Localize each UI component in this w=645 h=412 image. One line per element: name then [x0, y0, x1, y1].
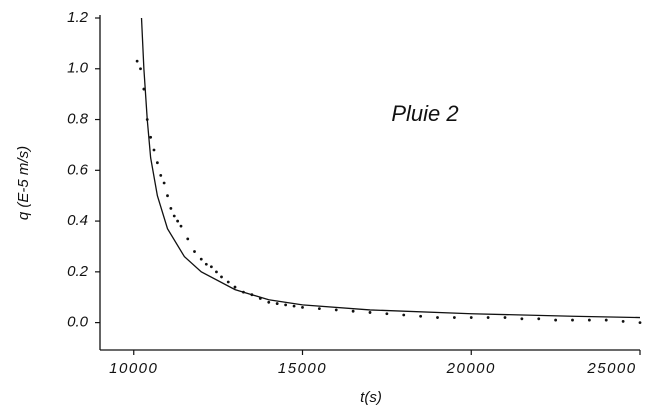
data-point	[193, 250, 196, 253]
data-point	[169, 206, 173, 210]
y-tick-label: 1.0	[67, 60, 89, 77]
data-point	[554, 318, 558, 322]
data-point	[301, 305, 304, 309]
data-point	[638, 321, 642, 325]
y-tick-label: 0.6	[67, 161, 89, 178]
data-point	[571, 318, 574, 322]
y-tick-label: 1.2	[67, 9, 89, 26]
data-point	[233, 285, 237, 289]
y-tick-label: 0.8	[67, 111, 89, 128]
data-point	[226, 280, 230, 284]
data-point	[587, 318, 591, 322]
data-point	[162, 181, 166, 185]
data-point	[166, 194, 169, 198]
x-tick-label: 20000	[446, 360, 496, 377]
data-point	[135, 59, 139, 63]
data-point	[215, 270, 218, 274]
data-point	[149, 135, 153, 139]
data-point	[486, 316, 490, 319]
data-point	[179, 224, 183, 228]
data-point	[159, 173, 163, 177]
x-tick-label: 10000	[109, 360, 158, 377]
annotation: Pluie 2	[391, 101, 458, 126]
data-point	[604, 318, 608, 322]
data-point	[351, 309, 355, 313]
data-point	[275, 302, 279, 305]
data-point	[152, 148, 156, 152]
data-point	[220, 275, 223, 279]
data-point	[172, 214, 176, 218]
data-point	[503, 316, 507, 319]
y-tick-label: 0.0	[67, 314, 89, 331]
y-tick-label: 0.2	[67, 263, 89, 280]
x-axis-label: t(s)	[360, 389, 382, 406]
fit-curve	[140, 17, 641, 319]
x-tick-label: 25000	[586, 360, 636, 377]
data-point	[334, 308, 338, 312]
data-point	[419, 314, 423, 318]
data-point	[139, 67, 142, 71]
y-axis-label: q (E-5 m/s)	[15, 146, 32, 220]
data-point	[469, 316, 473, 319]
data-point	[284, 303, 288, 307]
data-point	[176, 219, 180, 223]
y-tick-label: 0.4	[67, 212, 88, 229]
data-point	[537, 317, 541, 321]
data-point	[292, 304, 296, 308]
data-point	[368, 311, 372, 314]
data-point	[621, 319, 625, 323]
data-point	[436, 316, 439, 319]
data-point	[452, 316, 456, 319]
data-point	[385, 312, 389, 316]
data-point	[199, 257, 203, 261]
data-point	[317, 307, 321, 311]
data-point	[267, 300, 271, 304]
data-point	[204, 262, 208, 266]
data-point	[402, 313, 406, 317]
data-point	[186, 237, 190, 241]
x-tick-label: 15000	[278, 360, 327, 377]
data-point	[155, 161, 159, 165]
data-point	[209, 265, 213, 269]
data-point	[520, 317, 524, 321]
